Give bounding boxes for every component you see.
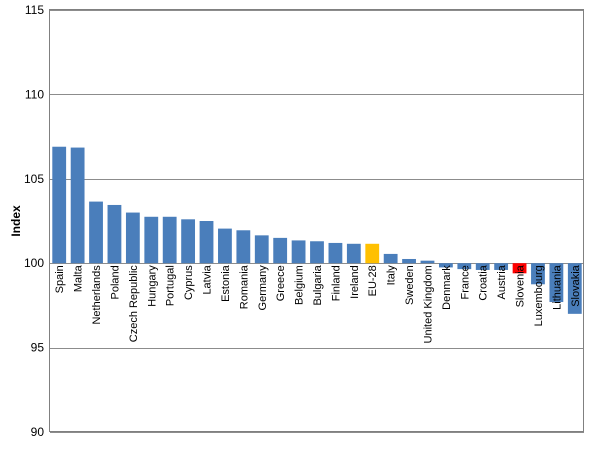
bar-poland bbox=[107, 204, 122, 264]
category-label: Malta bbox=[73, 264, 85, 292]
bar-austria bbox=[494, 263, 509, 270]
bar-hungary bbox=[144, 216, 159, 264]
category-label: Finland bbox=[330, 265, 342, 301]
category-label: Denmark bbox=[441, 265, 453, 310]
category-label: Estonia bbox=[220, 264, 232, 302]
category-label: Spain bbox=[54, 265, 66, 293]
category-label: United Kingdom bbox=[422, 265, 434, 343]
bar-netherlands bbox=[89, 201, 103, 264]
bar-france bbox=[457, 263, 472, 270]
bar-malta bbox=[70, 147, 85, 264]
bars bbox=[52, 146, 582, 314]
bar-lithuania bbox=[549, 263, 564, 303]
bar-czech-republic bbox=[125, 212, 140, 264]
bar-germany bbox=[254, 235, 269, 264]
category-label: Slovakia bbox=[570, 264, 582, 306]
y-tick-label: 95 bbox=[31, 341, 45, 355]
y-tick-label: 115 bbox=[25, 3, 44, 17]
y-tick-label: 110 bbox=[25, 87, 44, 101]
y-tick-label: 90 bbox=[31, 425, 45, 439]
y-tick-label: 105 bbox=[24, 172, 44, 186]
bar-spain bbox=[52, 146, 67, 264]
bar-belgium bbox=[291, 240, 306, 264]
category-label: Luxembourg bbox=[533, 265, 545, 326]
bar-denmark bbox=[438, 263, 453, 268]
bar-romania bbox=[236, 230, 251, 264]
category-label: EU-28 bbox=[367, 265, 379, 296]
category-label: Germany bbox=[257, 265, 269, 311]
bar-united-kingdom bbox=[420, 260, 435, 264]
plot-area-frame bbox=[49, 9, 584, 432]
bar-luxembourg bbox=[531, 263, 545, 285]
category-label: Czech Republic bbox=[128, 265, 140, 343]
category-label: Italy bbox=[386, 265, 398, 286]
category-label: Austria bbox=[496, 264, 508, 299]
category-labels: Spain Malta Netherlands Poland Czech Republi… bbox=[54, 264, 582, 343]
bar-slovakia bbox=[567, 263, 582, 314]
bar-finland bbox=[328, 242, 343, 264]
bar-latvia bbox=[199, 221, 214, 264]
bar-croatia bbox=[475, 263, 490, 270]
category-label: Poland bbox=[109, 265, 121, 299]
category-label: Portugal bbox=[165, 265, 177, 306]
bar-portugal bbox=[162, 216, 177, 264]
bar-bulgaria bbox=[310, 241, 324, 264]
bar-greece bbox=[273, 237, 288, 264]
bar-sweden bbox=[402, 258, 416, 264]
bar-slovenia bbox=[512, 263, 527, 274]
category-label: Greece bbox=[275, 265, 287, 301]
y-tick-label: 100 bbox=[24, 256, 44, 270]
category-label: Croatia bbox=[478, 264, 490, 300]
category-label: Lithuania bbox=[551, 264, 563, 310]
bar-estonia bbox=[218, 228, 232, 264]
bar-ireland bbox=[346, 243, 361, 264]
category-label: Bulgaria bbox=[312, 264, 324, 305]
category-label: Sweden bbox=[404, 265, 416, 305]
category-label: Hungary bbox=[146, 265, 158, 307]
bar-cyprus bbox=[181, 219, 196, 264]
category-label: Belgium bbox=[294, 265, 306, 305]
category-label: Romania bbox=[238, 264, 250, 309]
category-label: Ireland bbox=[349, 265, 361, 299]
category-label: Cyprus bbox=[183, 265, 195, 300]
bar-italy bbox=[383, 253, 398, 264]
category-label: France bbox=[459, 265, 471, 299]
y-axis-tick-labels: 90 95 100 105 110 115 bbox=[24, 3, 44, 439]
category-label: Netherlands bbox=[91, 265, 103, 325]
bar-eu-28 bbox=[365, 243, 380, 264]
category-label: Slovenia bbox=[515, 264, 527, 307]
gridlines bbox=[50, 10, 584, 433]
category-label: Latvia bbox=[202, 264, 214, 294]
y-axis-title: Index bbox=[9, 205, 23, 237]
